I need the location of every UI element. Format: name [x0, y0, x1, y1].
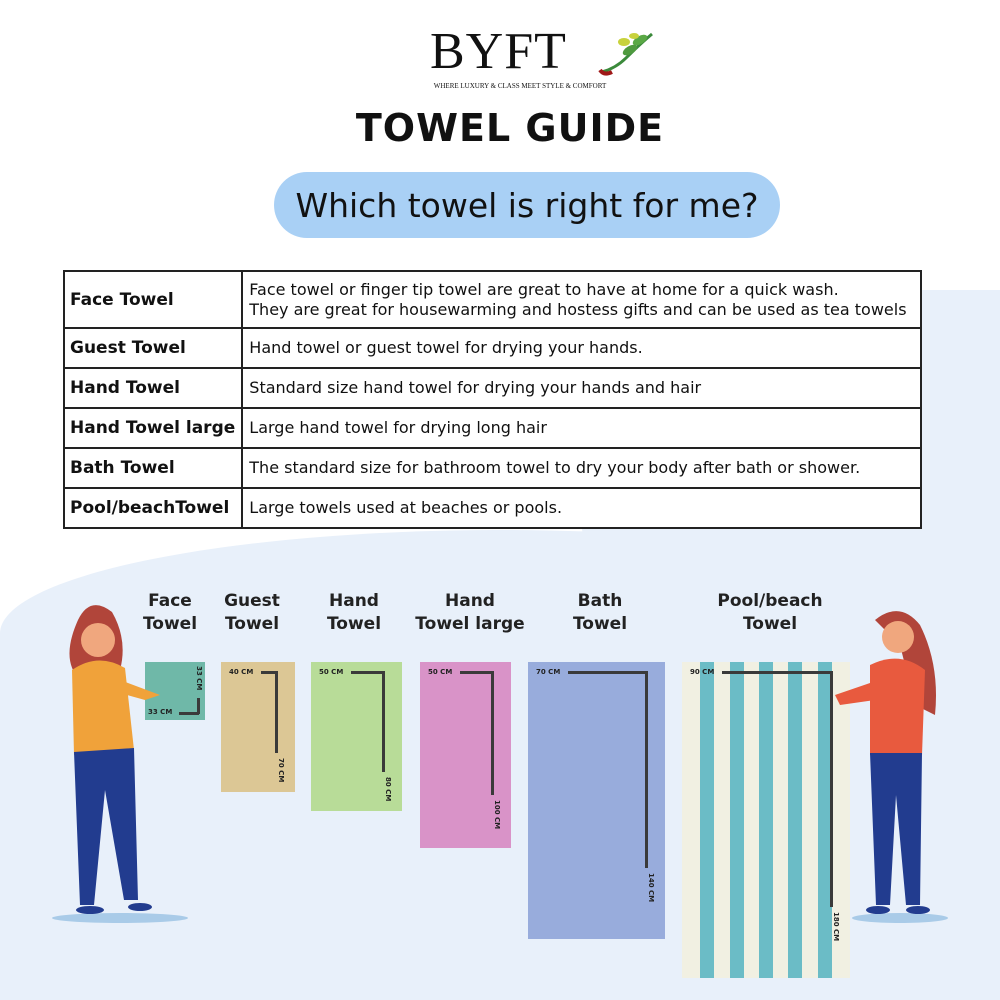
- caption-line: Face: [148, 591, 192, 611]
- caption-line: Guest: [224, 591, 280, 611]
- width-dimension-line: [568, 671, 647, 674]
- width-dimension-line: [261, 671, 277, 674]
- height-label: 33 CM: [195, 666, 203, 691]
- woman-figure-right: [835, 611, 948, 923]
- height-dimension-line: [382, 671, 385, 772]
- towel-name: Guest Towel: [62, 327, 244, 369]
- width-label: 90 CM: [690, 668, 715, 676]
- brand-tagline: WHERE LUXURY & CLASS MEET STYLE & COMFOR…: [433, 82, 607, 90]
- height-label: 70 CM: [277, 758, 285, 783]
- caption-line: Towel: [742, 614, 798, 634]
- towel-hand: 50 CM 80 CM: [311, 662, 402, 811]
- towel-caption-guest: Guest Towel: [182, 590, 322, 636]
- description-line: They are great for housewarming and host…: [249, 299, 907, 319]
- towel-stripe: [818, 662, 832, 978]
- height-dimension-line: [645, 671, 648, 868]
- leaf-icon: [598, 32, 653, 76]
- table-row: Guest Towel Hand towel or guest towel for…: [62, 327, 922, 369]
- table-row: Pool/beachTowel Large towels used at beac…: [62, 487, 922, 529]
- towel-bath: 70 CM 140 CM: [528, 662, 665, 939]
- caption-line: Towel: [572, 614, 628, 634]
- towel-caption-hand-large: Hand Towel large: [400, 590, 540, 636]
- table-row: Hand Towel large Large hand towel for dry…: [62, 407, 922, 449]
- height-label: 140 CM: [647, 873, 655, 903]
- caption-line: Bath: [577, 591, 623, 611]
- width-label: 33 CM: [148, 708, 173, 716]
- page-title: TOWEL GUIDE: [355, 106, 665, 150]
- towel-name: Face Towel: [62, 270, 244, 329]
- caption-line: Pool/beach: [717, 591, 823, 611]
- caption-line: Towel: [326, 614, 382, 634]
- towel-stripe: [730, 662, 744, 978]
- height-dimension-line: [830, 671, 833, 907]
- caption-line: Towel: [142, 614, 198, 634]
- towel-caption-face: Face Towel: [100, 590, 240, 636]
- subtitle-pill: Which towel is right for me?: [274, 172, 780, 238]
- height-label: 100 CM: [493, 800, 501, 830]
- description-line: Face towel or finger tip towel are great…: [249, 279, 839, 299]
- towel-stripe: [759, 662, 773, 978]
- towel-description: Standard size hand towel for drying your…: [241, 367, 922, 409]
- width-dimension-line: [722, 671, 832, 674]
- towel-description: Hand towel or guest towel for drying you…: [241, 327, 922, 369]
- towel-description: Face towel or finger tip towel are great…: [241, 270, 922, 329]
- towel-caption-hand: Hand Towel: [284, 590, 424, 636]
- towel-name: Bath Towel: [62, 447, 244, 489]
- width-label: 70 CM: [536, 668, 561, 676]
- towel-caption-pool-beach: Pool/beach Towel: [700, 590, 840, 636]
- towel-description: Large towels used at beaches or pools.: [241, 487, 922, 529]
- towel-guide-table: Face Towel Face towel or finger tip towel…: [62, 270, 922, 529]
- towel-guest: 40 CM 70 CM: [221, 662, 295, 792]
- towel-stripe: [700, 662, 714, 978]
- brand-logo: BYFT: [430, 23, 567, 80]
- width-label: 40 CM: [229, 668, 254, 676]
- caption-line: Hand: [445, 591, 495, 611]
- height-dimension-line: [491, 671, 494, 795]
- width-dimension-line: [351, 671, 384, 674]
- towel-caption-bath: Bath Towel: [530, 590, 670, 636]
- caption-line: Towel large: [415, 614, 525, 634]
- woman-figure-left: [52, 605, 188, 923]
- table-row: Face Towel Face towel or finger tip towel…: [62, 270, 922, 329]
- width-dimension-line: [179, 712, 199, 715]
- towel-name: Hand Towel: [62, 367, 244, 409]
- towel-hand-large: 50 CM 100 CM: [420, 662, 511, 848]
- height-dimension-line: [197, 698, 200, 714]
- width-dimension-line: [460, 671, 493, 674]
- towel-description: Large hand towel for drying long hair: [241, 407, 922, 449]
- table-row: Bath Towel The standard size for bathroom…: [62, 447, 922, 489]
- caption-line: Hand: [329, 591, 379, 611]
- towel-face: 33 CM 33 CM: [145, 662, 205, 720]
- table-row: Hand Towel Standard size hand towel for d…: [62, 367, 922, 409]
- towel-name: Hand Towel large: [62, 407, 244, 449]
- towel-pool-beach: 90 CM 180 CM: [682, 662, 850, 978]
- width-label: 50 CM: [319, 668, 344, 676]
- towel-name: Pool/beachTowel: [62, 487, 244, 529]
- caption-line: Towel: [224, 614, 280, 634]
- towel-stripe: [788, 662, 802, 978]
- height-dimension-line: [275, 671, 278, 753]
- width-label: 50 CM: [428, 668, 453, 676]
- height-label: 80 CM: [384, 777, 392, 802]
- towel-description: The standard size for bathroom towel to …: [241, 447, 922, 489]
